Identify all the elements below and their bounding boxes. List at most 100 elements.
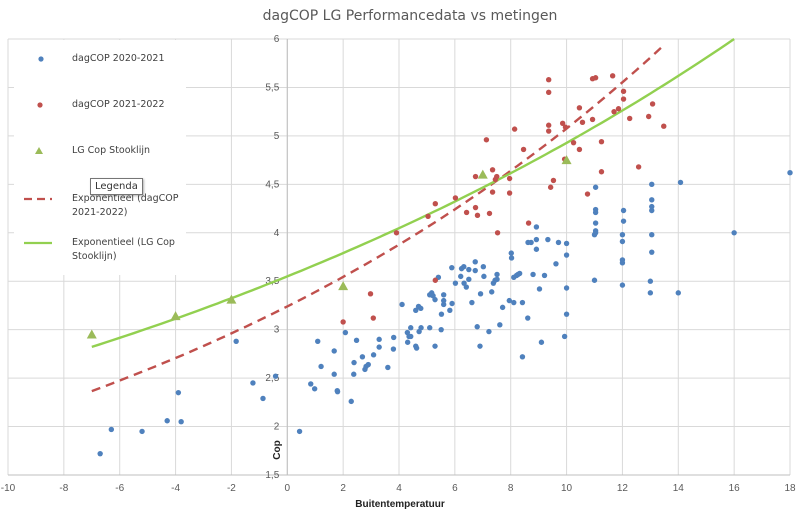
point-dagcop-2020-2021 — [481, 273, 487, 280]
point-dagcop-2020-2021 — [408, 333, 414, 340]
point-dagcop-2021-2022 — [589, 116, 596, 123]
point-dagcop-2020-2021 — [591, 277, 598, 283]
point-dagcop-2020-2021 — [541, 272, 548, 279]
x-tick-labels: -10 -8 -6 -4 -2 0 2 4 6 8 10 12 14 16 18 — [1, 483, 796, 494]
point-dagcop-2021-2022 — [506, 175, 513, 182]
point-dagcop-2020-2021 — [516, 270, 523, 277]
point-dagcop-2020-2021 — [233, 338, 239, 344]
point-dagcop-2020-2021 — [418, 305, 424, 312]
x-tick-label: 0 — [285, 483, 291, 494]
point-dagcop-2021-2022 — [432, 201, 439, 207]
point-dagcop-2021-2022 — [576, 105, 583, 111]
point-dagcop-2021-2022 — [486, 210, 493, 217]
point-dagcop-2020-2021 — [508, 255, 515, 261]
legend-label: LG Cop Stooklijn — [72, 145, 150, 156]
legend-item-dagcop-2021-2022[interactable]: dagCOP 2021-2022 — [14, 98, 165, 112]
x-tick-label: -4 — [171, 483, 180, 494]
point-dagcop-2020-2021 — [408, 325, 414, 331]
point-dagcop-2020-2021 — [497, 322, 503, 328]
point-dagcop-2020-2021 — [519, 354, 526, 360]
point-dagcop-2020-2021 — [427, 325, 433, 331]
point-dagcop-2020-2021 — [334, 388, 341, 395]
point-dagcop-2020-2021 — [619, 257, 626, 263]
legend-item-exp-dagcop[interactable]: Exponentieel (dagCOP 2021-2022) — [14, 192, 189, 220]
point-dagcop-2020-2021 — [296, 428, 303, 435]
point-dagcop-2020-2021 — [563, 311, 570, 317]
point-dagcop-2021-2022 — [511, 126, 518, 132]
point-dagcop-2021-2022 — [494, 230, 501, 236]
point-dagcop-2020-2021 — [390, 346, 397, 352]
y-tick-label: 4,5 — [265, 179, 279, 190]
point-dagcop-2021-2022 — [615, 106, 622, 112]
point-dagcop-2020-2021 — [348, 398, 354, 405]
y-tick-label: 5 — [274, 131, 280, 142]
point-dagcop-2021-2022 — [562, 124, 569, 130]
point-dagcop-2020-2021 — [477, 343, 483, 349]
point-dagcop-2020-2021 — [563, 240, 570, 247]
point-dagcop-2020-2021 — [649, 232, 655, 238]
point-dagcop-2020-2021 — [318, 363, 324, 370]
point-dagcop-2020-2021 — [413, 345, 420, 351]
point-dagcop-2021-2022 — [626, 115, 633, 122]
point-dagcop-2021-2022 — [463, 209, 470, 216]
point-dagcop-2021-2022 — [592, 75, 599, 81]
point-dagcop-2020-2021 — [533, 246, 540, 252]
point-dagcop-2021-2022 — [547, 184, 554, 190]
point-dagcop-2020-2021 — [331, 348, 337, 354]
point-dagcop-2020-2021 — [649, 181, 655, 188]
point-dagcop-2021-2022 — [584, 191, 591, 197]
point-dagcop-2020-2021 — [359, 354, 366, 360]
point-dagcop-2020-2021 — [486, 328, 492, 335]
y-tick-label: 4 — [274, 228, 280, 239]
point-dagcop-2020-2021 — [376, 344, 382, 350]
point-dagcop-2021-2022 — [559, 120, 566, 126]
point-dagcop-2021-2022 — [483, 137, 490, 143]
point-dagcop-2021-2022 — [432, 277, 439, 283]
y-tick-label: 6 — [274, 34, 280, 45]
point-dagcop-2020-2021 — [649, 203, 655, 210]
point-dagcop-2021-2022 — [340, 319, 346, 325]
point-dagcop-2020-2021 — [311, 386, 318, 392]
x-tick-label: 4 — [396, 483, 402, 494]
point-dagcop-2020-2021 — [474, 324, 480, 330]
point-dagcop-2021-2022 — [367, 291, 374, 297]
legend-item-lg-cop-stooklijn[interactable]: LG Cop Stooklijn — [14, 144, 150, 158]
point-dagcop-2020-2021 — [538, 339, 545, 345]
x-tick-label: -2 — [227, 483, 236, 494]
point-dagcop-2020-2021 — [499, 304, 506, 311]
x-tick-label: 10 — [561, 483, 573, 494]
point-dagcop-2020-2021 — [511, 299, 517, 306]
data-points — [86, 73, 793, 457]
point-dagcop-2020-2021 — [308, 381, 314, 387]
legend-item-exp-lg-cop[interactable]: Exponentieel (LG Cop Stooklijn) — [14, 236, 189, 264]
point-dagcop-2020-2021 — [351, 371, 357, 377]
chart-title: dagCOP LG Performancedata vs metingen — [263, 8, 558, 24]
chart-legend[interactable]: dagCOP 2020-2021 dagCOP 2021-2022 LG Cop… — [14, 40, 186, 275]
point-dagcop-2021-2022 — [620, 96, 627, 102]
legend-label: Exponentieel (dagCOP 2021-2022) — [72, 193, 179, 218]
point-dagcop-2020-2021 — [440, 292, 447, 298]
point-dagcop-2020-2021 — [563, 285, 570, 291]
point-dagcop-2020-2021 — [449, 300, 455, 307]
x-tick-label: 12 — [617, 483, 629, 494]
point-dagcop-2021-2022 — [370, 315, 377, 321]
legend-item-dagcop-2020-2021[interactable]: dagCOP 2020-2021 — [14, 52, 165, 66]
point-dagcop-2021-2022 — [545, 122, 552, 128]
point-dagcop-2020-2021 — [447, 307, 453, 313]
point-dagcop-2020-2021 — [619, 238, 626, 245]
y-tick-label: 1,5 — [265, 470, 279, 481]
x-tick-label: -8 — [59, 483, 68, 494]
point-dagcop-2020-2021 — [647, 278, 654, 284]
point-dagcop-2020-2021 — [647, 290, 654, 296]
x-tick-label: 16 — [729, 483, 741, 494]
point-dagcop-2020-2021 — [404, 339, 411, 345]
point-dagcop-2020-2021 — [525, 315, 531, 321]
point-dagcop-2020-2021 — [272, 373, 279, 379]
point-dagcop-2020-2021 — [528, 239, 534, 246]
point-dagcop-2020-2021 — [472, 259, 478, 265]
point-dagcop-2020-2021 — [555, 239, 562, 246]
triangle-point-stooklijn — [86, 329, 97, 339]
point-dagcop-2021-2022 — [661, 123, 667, 129]
point-dagcop-2020-2021 — [250, 380, 256, 386]
y-tick-label: 2,5 — [265, 373, 279, 384]
